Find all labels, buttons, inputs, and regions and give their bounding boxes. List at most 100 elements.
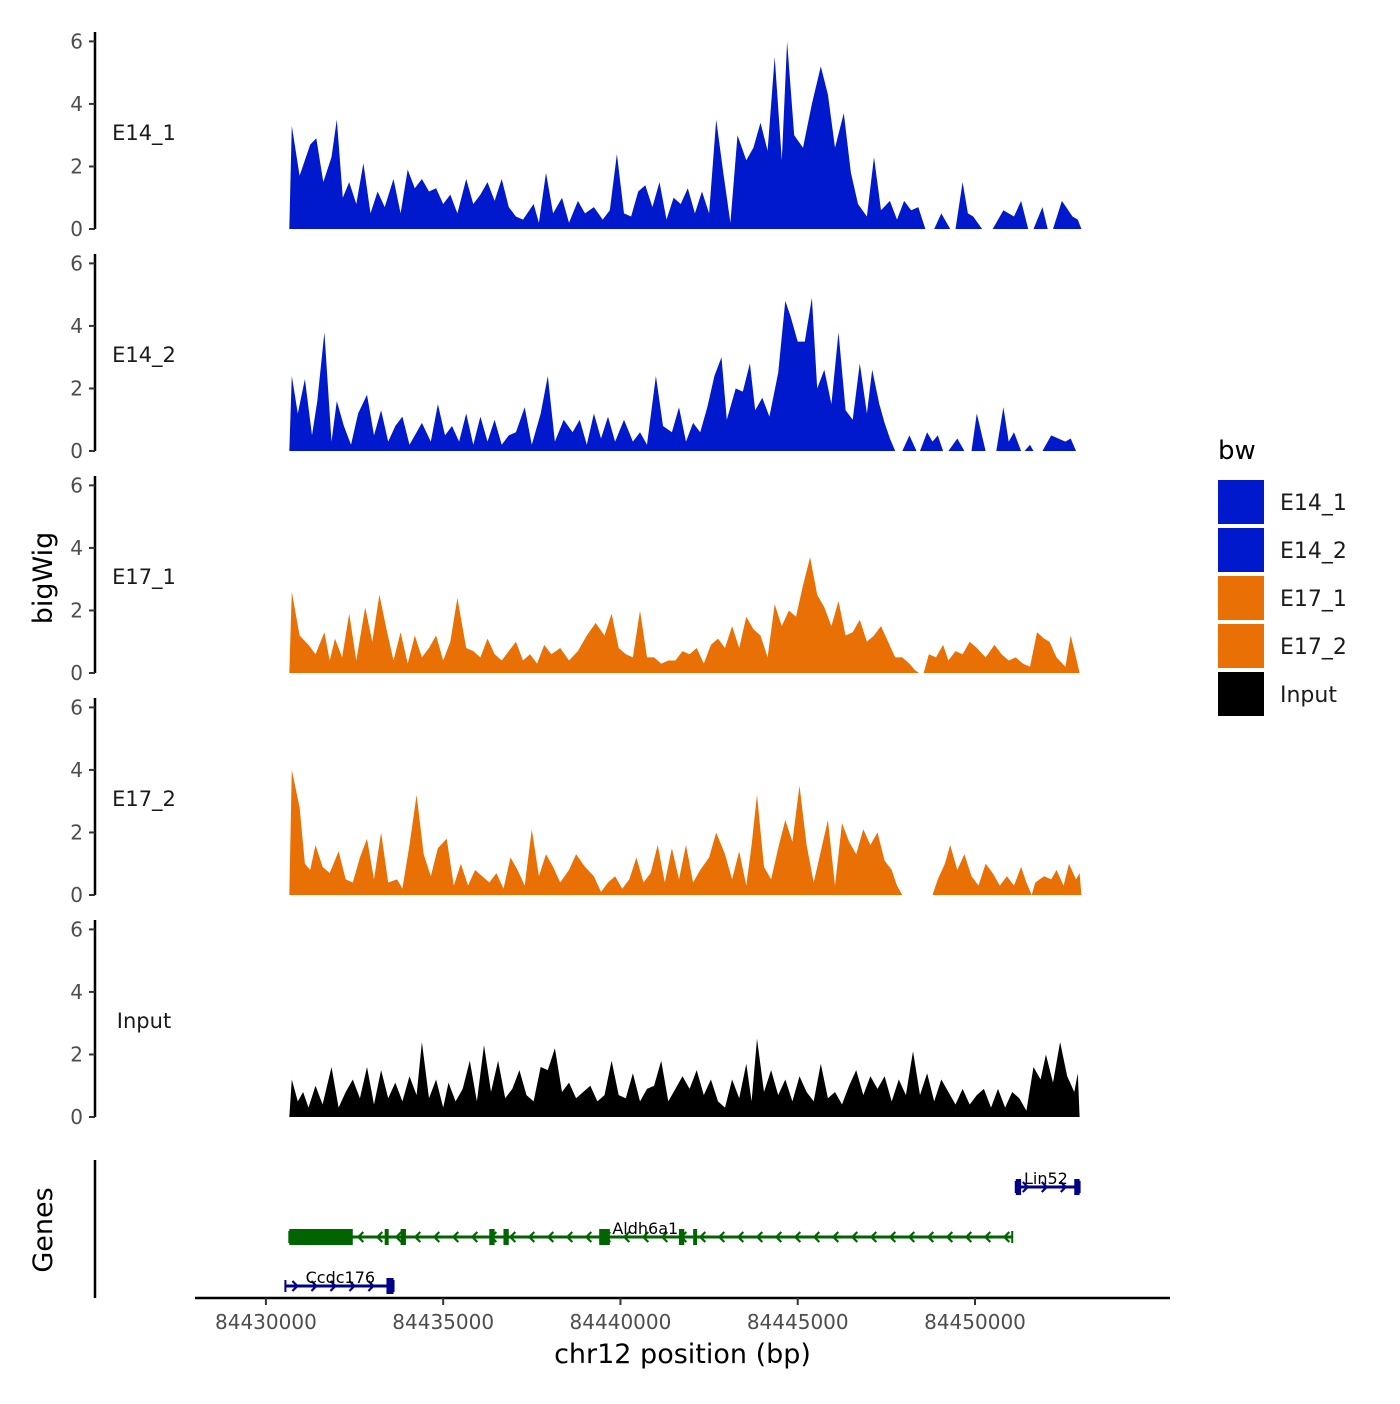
strand-arrow: [869, 1231, 878, 1243]
exon: [1074, 1179, 1080, 1195]
legend-item-input[interactable]: Input: [1218, 672, 1337, 716]
signal-area-e14_2: [902, 435, 917, 451]
signal-area-e14_2: [1024, 444, 1034, 451]
strand-arrow: [1002, 1231, 1011, 1243]
signal-area-e14_2: [920, 432, 944, 451]
x-axis: 84430000 84435000 84440000 84445000 84450000: [195, 1296, 1170, 1334]
track-e14_1: 0 2 4 6 E14_1: [70, 29, 1082, 241]
x-axis-title: chr12 position (bp): [554, 1339, 811, 1370]
strand-arrow: [831, 1231, 840, 1243]
legend-item-e17_2[interactable]: E17_2: [1218, 624, 1347, 668]
exon: [489, 1229, 495, 1245]
gene-lin52[interactable]: Lin52: [1014, 1169, 1081, 1195]
signal-area-e14_1: [289, 41, 926, 230]
legend-label: E17_1: [1280, 587, 1347, 612]
gene-ccdc176[interactable]: Ccdc176: [284, 1268, 395, 1294]
y-tick-label: 4: [70, 92, 83, 116]
gene-track-title: Genes: [28, 1187, 59, 1272]
legend-item-e14_2[interactable]: E14_2: [1218, 528, 1347, 572]
strand-arrow: [432, 1231, 441, 1243]
y-tick-label: 0: [70, 1105, 83, 1129]
signal-area-e14_2: [1042, 435, 1076, 451]
y-tick-label: 6: [70, 917, 83, 941]
y-tick-label: 4: [70, 758, 83, 782]
strand-arrow: [774, 1231, 783, 1243]
track-label: Input: [117, 1009, 171, 1033]
y-tick-label: 6: [70, 251, 83, 275]
x-tick-label: 84450000: [924, 1310, 1026, 1334]
strand-arrow: [907, 1231, 916, 1243]
track-label: E17_2: [112, 787, 176, 812]
signal-area-e14_1: [955, 182, 983, 229]
strand-arrow: [717, 1231, 726, 1243]
strand-arrow: [413, 1231, 422, 1243]
signal-area-e14_1: [992, 200, 1029, 229]
exon: [678, 1229, 685, 1245]
track-label: E17_1: [112, 565, 176, 590]
y-tick-label: 0: [70, 217, 83, 241]
legend[interactable]: bw E14_1 E14_2 E17_1 E17_2 Input: [1218, 436, 1347, 716]
strand-arrow: [367, 1280, 375, 1292]
track-label: E14_2: [112, 343, 176, 368]
strand-arrow: [850, 1231, 859, 1243]
y-tick-label: 2: [70, 376, 83, 400]
strand-arrow: [755, 1231, 764, 1243]
strand-arrow: [888, 1231, 897, 1243]
strand-arrow: [584, 1231, 593, 1243]
signal-area-e17_2: [289, 769, 903, 895]
track-e17_2: 0 2 4 6 E17_2: [70, 695, 1082, 907]
strand-arrow: [291, 1280, 299, 1292]
strand-arrow: [356, 1231, 365, 1243]
legend-swatch: [1218, 576, 1264, 620]
legend-item-e14_1[interactable]: E14_1: [1218, 480, 1347, 524]
y-tick-label: 6: [70, 473, 83, 497]
strand-arrow: [451, 1231, 460, 1243]
y-tick-label: 2: [70, 598, 83, 622]
exon: [599, 1229, 610, 1245]
y-tick-label: 4: [70, 314, 83, 338]
signal-area-e14_1: [1053, 200, 1082, 229]
strand-arrow: [793, 1231, 802, 1243]
strand-arrow: [698, 1231, 707, 1243]
strand-arrow: [622, 1231, 631, 1243]
gene-aldh6a1[interactable]: Aldh6a1: [288, 1219, 1014, 1245]
strand-arrow: [983, 1231, 992, 1243]
signal-area-e17_1: [923, 632, 1080, 673]
strand-arrow: [641, 1231, 650, 1243]
y-tick-label: 4: [70, 536, 83, 560]
exon: [400, 1229, 406, 1245]
track-label: E14_1: [112, 121, 176, 146]
legend-label: E17_2: [1280, 635, 1347, 660]
y-tick-label: 6: [70, 29, 83, 53]
strand-arrow: [964, 1231, 973, 1243]
gene-label: Ccdc176: [306, 1268, 375, 1287]
strand-arrow: [1040, 1181, 1049, 1193]
legend-label: E14_2: [1280, 539, 1347, 564]
signal-area-e17_2: [932, 845, 1082, 895]
track-e14_2: 0 2 4 6 E14_2: [70, 251, 1076, 463]
strand-arrow: [812, 1231, 821, 1243]
exon: [693, 1229, 698, 1245]
strand-arrow: [508, 1231, 517, 1243]
signal-area-e14_2: [289, 297, 896, 451]
x-tick-label: 84440000: [570, 1310, 672, 1334]
signal-tracks: 0 2 4 6 E14_1 0 2 4 6 E14_2 0 2 4 6 E17_1 0 2 4 6 E17_2 0 2 4 6…: [70, 29, 1082, 1129]
legend-label: Input: [1280, 683, 1337, 708]
strand-arrow: [945, 1231, 954, 1243]
exon: [503, 1229, 509, 1245]
strand-arrow: [736, 1231, 745, 1243]
track-e17_1: 0 2 4 6 E17_1: [70, 473, 1080, 685]
strand-arrow: [329, 1280, 337, 1292]
gene-label: Lin52: [1024, 1169, 1068, 1188]
legend-item-e17_1[interactable]: E17_1: [1218, 576, 1347, 620]
legend-swatch: [1218, 480, 1264, 524]
signal-area-e14_2: [948, 438, 965, 451]
signal-area-input: [289, 1038, 1080, 1117]
exon: [384, 1229, 389, 1245]
strand-arrow: [565, 1231, 574, 1243]
y-tick-label: 2: [70, 820, 83, 844]
strand-arrow: [1021, 1181, 1030, 1193]
track-input: 0 2 4 6 Input: [70, 917, 1080, 1129]
y-tick-label: 0: [70, 883, 83, 907]
